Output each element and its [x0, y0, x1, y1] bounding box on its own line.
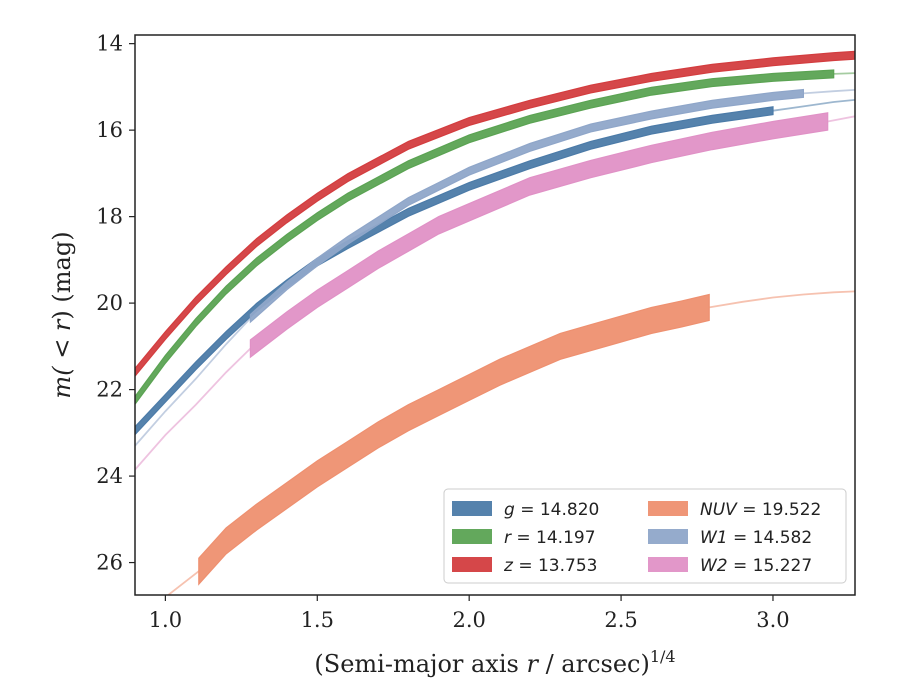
legend-item-W1: W1 = 14.582	[648, 528, 812, 548]
y-tick-label: 22	[96, 378, 123, 402]
legend-swatch	[648, 529, 688, 544]
series-W1-extrapolation-outer	[803, 89, 855, 95]
series-W2-band	[249, 112, 829, 359]
legend-label: z = 13.753	[503, 556, 597, 576]
series-z	[135, 50, 855, 378]
series-NUV-band	[198, 293, 710, 586]
legend-swatch	[452, 501, 492, 516]
legend-item-NUV: NUV = 19.522	[648, 500, 821, 520]
legend: g = 14.820 r = 14.197 z = 13.753 NUV = 19.5…	[443, 488, 847, 584]
legend-swatch	[648, 501, 688, 516]
legend-swatch	[452, 557, 492, 572]
legend-item-g: g = 14.820	[452, 500, 599, 520]
legend-label: NUV = 19.522	[700, 500, 821, 520]
series-layer	[135, 50, 855, 595]
y-tick-label: 24	[96, 464, 123, 488]
series-W1-band	[249, 88, 804, 324]
x-tick-label: 2.0	[452, 608, 485, 632]
series-W2	[135, 112, 855, 471]
y-tick-label: 16	[96, 118, 123, 142]
y-tick-label: 20	[96, 291, 123, 315]
x-tick-label: 1.5	[301, 608, 334, 632]
y-tick-label: 14	[96, 32, 123, 56]
series-NUV	[166, 290, 855, 595]
x-tick-label: 3.0	[756, 608, 789, 632]
legend-swatch	[452, 529, 492, 544]
y-tick-label: 18	[96, 205, 123, 229]
series-W1	[135, 88, 855, 447]
series-g-extrapolation	[772, 99, 855, 112]
plot-frame	[134, 34, 856, 596]
legend-label: W2 = 15.227	[700, 556, 812, 576]
x-tick-label: 2.5	[604, 608, 637, 632]
series-W1-extrapolation	[135, 317, 252, 447]
legend-item-W2: W2 = 15.227	[648, 556, 812, 576]
legend-item-z: z = 13.753	[452, 556, 597, 576]
axes-layer: 1.0 1.5 2.0 2.5 3.0 14 16 18 20 22 24 26	[96, 32, 856, 632]
series-r	[135, 69, 855, 406]
x-tick-label: 1.0	[149, 608, 182, 632]
series-z-band	[135, 50, 855, 378]
legend-item-r: r = 14.197	[452, 528, 596, 548]
legend-swatch	[648, 557, 688, 572]
series-W2-extrapolation	[135, 347, 252, 471]
series-NUV-extrapolation	[166, 570, 200, 595]
x-axis-label: (Semi-major axis r / arcsec)1/4	[314, 647, 675, 678]
series-r-extrapolation	[833, 72, 855, 75]
legend-label: g = 14.820	[504, 500, 599, 520]
y-axis-label: m( < r) (mag)	[48, 231, 76, 398]
legend-label: r = 14.197	[504, 528, 596, 548]
series-r-band	[135, 69, 835, 406]
series-W2-extrapolation-outer	[827, 115, 855, 123]
legend-box	[443, 488, 847, 584]
y-tick-label: 26	[96, 551, 123, 575]
series-NUV-extrapolation-outer	[709, 290, 855, 309]
legend-label: W1 = 14.582	[700, 528, 812, 548]
